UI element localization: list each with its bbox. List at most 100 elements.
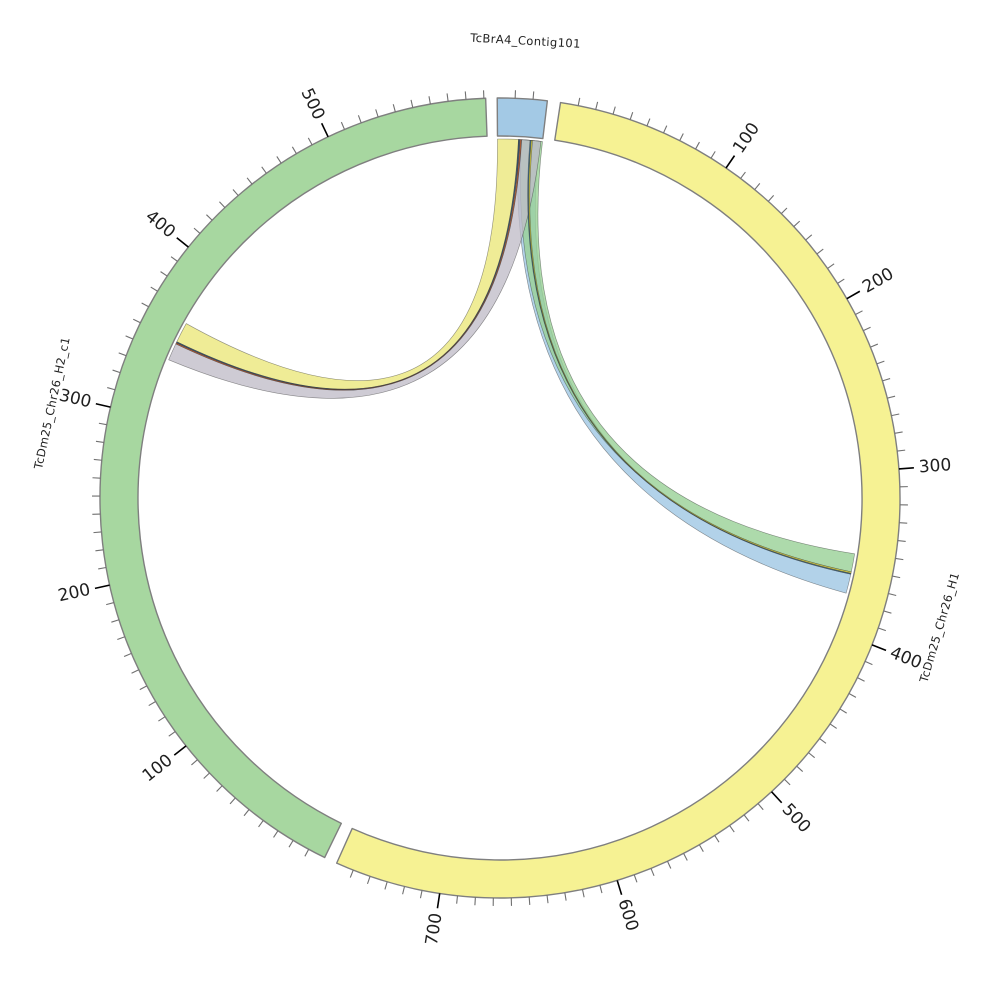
minor-tick-mark	[595, 101, 599, 110]
minor-tick-mark	[133, 318, 141, 324]
minor-tick-mark	[839, 708, 847, 714]
minor-tick-mark	[464, 91, 467, 100]
minor-tick-mark	[357, 115, 362, 124]
minor-tick-mark	[93, 531, 102, 534]
major-tick-mark	[616, 880, 623, 896]
minor-tick-mark	[123, 652, 132, 658]
minor-tick-mark	[428, 96, 431, 105]
minor-tick-mark	[106, 602, 115, 606]
minor-tick-mark	[819, 738, 827, 744]
minor-tick-mark	[141, 302, 149, 308]
minor-tick-mark	[666, 861, 672, 869]
minor-tick-mark	[112, 369, 121, 374]
minor-tick-mark	[808, 752, 816, 759]
minor-tick-mark	[829, 723, 837, 729]
major-tick-mark	[770, 791, 783, 804]
minor-tick-mark	[888, 593, 897, 597]
minor-tick-mark	[216, 785, 223, 792]
minor-tick-mark	[887, 395, 896, 399]
minor-tick-mark	[246, 177, 253, 185]
minor-tick-mark	[780, 207, 788, 215]
minor-tick-mark	[679, 133, 684, 141]
minor-tick-mark	[633, 874, 638, 883]
tick-label-h1-300: 300	[918, 455, 952, 477]
minor-tick-mark	[366, 876, 371, 885]
minor-tick-mark	[695, 141, 700, 150]
minor-tick-mark	[662, 125, 668, 134]
minor-tick-mark	[891, 413, 900, 417]
minor-tick-mark	[107, 387, 116, 391]
minor-tick-mark	[793, 220, 801, 227]
tick-label-h2-400: 400	[141, 206, 179, 242]
minor-tick-mark	[581, 889, 585, 898]
minor-tick-mark	[864, 660, 873, 666]
minor-tick-mark	[528, 896, 531, 905]
minor-tick-mark	[111, 619, 120, 623]
tick-label-h2-200: 200	[56, 580, 92, 607]
minor-tick-mark	[307, 137, 313, 146]
minor-tick-mark	[419, 890, 423, 899]
minor-tick-mark	[117, 636, 126, 641]
minor-tick-mark	[232, 189, 239, 196]
minor-tick-mark	[206, 214, 213, 221]
minor-tick-mark	[897, 540, 906, 542]
minor-tick-mark	[629, 112, 634, 120]
minor-tick-mark	[340, 121, 345, 130]
major-tick-mark	[173, 745, 187, 756]
major-tick-mark	[176, 237, 189, 248]
minor-tick-mark	[261, 166, 267, 174]
synteny-ribbon-5	[175, 139, 522, 391]
minor-tick-mark	[754, 183, 761, 190]
minor-tick-mark	[546, 895, 549, 904]
minor-tick-mark	[131, 669, 140, 674]
minor-tick-mark	[714, 835, 720, 843]
minor-tick-mark	[710, 151, 716, 159]
minor-tick-mark	[805, 234, 813, 241]
minor-tick-mark	[612, 106, 616, 115]
minor-tick-mark	[577, 97, 581, 106]
minor-tick-mark	[150, 286, 158, 292]
minor-tick-mark	[191, 759, 198, 766]
major-tick-mark	[320, 122, 329, 138]
minor-tick-mark	[837, 278, 845, 284]
major-tick-mark	[871, 644, 887, 652]
minor-tick-mark	[895, 557, 904, 561]
segment-band-h2	[99, 97, 488, 859]
minor-tick-mark	[456, 895, 459, 904]
minor-tick-mark	[757, 803, 764, 811]
minor-tick-mark	[882, 378, 891, 382]
major-tick-mark	[898, 467, 914, 470]
minor-tick-mark	[276, 156, 282, 164]
minor-tick-mark	[894, 431, 903, 434]
major-tick-mark	[846, 290, 861, 300]
minor-tick-mark	[148, 701, 156, 707]
minor-tick-mark	[193, 227, 201, 234]
ribbons-layer	[168, 138, 855, 594]
minor-tick-mark	[650, 868, 655, 877]
minor-tick-mark	[446, 93, 449, 102]
tick-label-h1-700: 700	[422, 912, 447, 947]
minor-tick-mark	[219, 201, 226, 208]
minor-tick-mark	[258, 820, 264, 828]
minor-tick-mark	[796, 765, 804, 772]
minor-tick-mark	[243, 809, 250, 817]
minor-tick-mark	[392, 104, 396, 113]
minor-tick-mark	[375, 109, 379, 118]
minor-tick-mark	[229, 797, 236, 805]
minor-tick-mark	[827, 263, 835, 269]
minor-tick-mark	[273, 830, 279, 838]
major-tick-mark	[94, 584, 110, 590]
tick-label-h1-100: 100	[729, 119, 764, 157]
major-tick-mark	[95, 402, 111, 408]
minor-tick-mark	[599, 885, 603, 894]
segment-name-label-contig: TcBrA4_Contig101	[469, 31, 581, 51]
minor-tick-mark	[291, 146, 297, 154]
minor-tick-mark	[698, 844, 704, 852]
tick-label-h2-500: 500	[297, 85, 329, 123]
minor-tick-mark	[646, 118, 651, 127]
segment-band-h1	[335, 101, 901, 899]
minor-tick-mark	[532, 91, 535, 100]
synteny-ribbon-1	[520, 139, 855, 573]
minor-tick-mark	[160, 271, 168, 277]
